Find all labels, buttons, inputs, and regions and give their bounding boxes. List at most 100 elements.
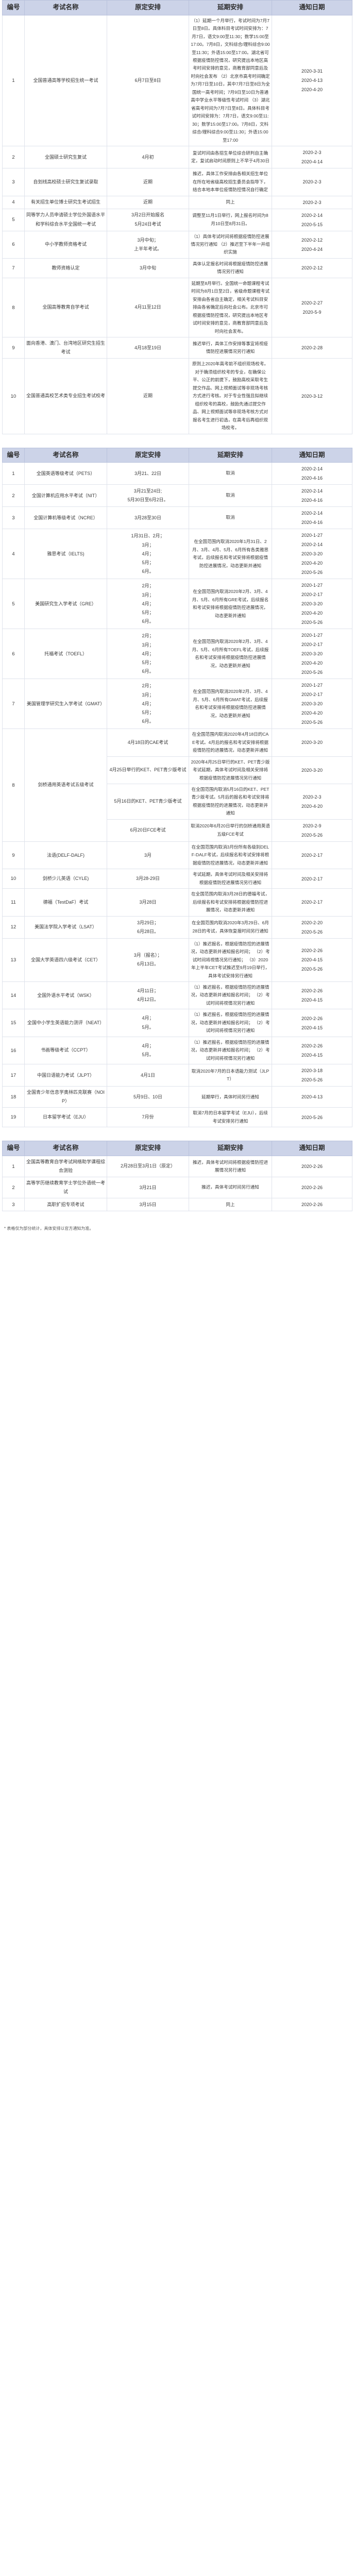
cell-exam-name: 全国计算机应用水平考试（NIT） bbox=[24, 484, 107, 507]
cell-original-schedule: 4月11至12日 bbox=[107, 277, 189, 338]
cell-exam-name: 剑桥少儿英语（CYLE) bbox=[24, 869, 107, 889]
cell-number: 15 bbox=[2, 1009, 25, 1037]
cell-number: 2 bbox=[2, 484, 25, 507]
cell-postponed-schedule: 在全国范围内取消2020年3月29日、6月28日的考试，具体恢复报时间另行通知 bbox=[189, 916, 272, 939]
table-row: 9 法语(DELF-DALF) 3月 在全国范围内取消3月份所有各级别DELF-DAL… bbox=[2, 841, 352, 870]
cell-number: 8 bbox=[2, 728, 25, 842]
table-row: 18 全国青少年信息学奥林匹克联赛（NOIP） 5月9日、10日 延期举行，具体时间另… bbox=[2, 1086, 352, 1108]
table-row: 4月25日举行的KET、PET青少版考试 2020年4月25日举行的KET、PET… bbox=[3, 756, 352, 785]
cell-exam-name: 中小学教师资格考试 bbox=[24, 230, 107, 259]
cell-postponed-schedule: （1）推迟报名，根据疫情防控的进展情况，动态更新并通知报名时间； （2）考试时间… bbox=[189, 1036, 272, 1065]
cell-notice-date: 2020-1-27 2020-2-17 2020-3-20 2020-4-20 … bbox=[272, 579, 352, 630]
cell-original-schedule: 4月初 bbox=[107, 146, 189, 169]
cell-number: 3 bbox=[2, 506, 25, 530]
cell-number: 4 bbox=[2, 529, 25, 580]
table-body-2: 1 全国英语等级考试（PETS） 3月21、22日 取消 2020-2-14 2020-… bbox=[2, 462, 352, 1128]
cell-exam-name: 同等学力人员申请硕士学位外国语水平和学科综合水平全国统一考试 bbox=[24, 208, 107, 231]
cell-number: 6 bbox=[2, 629, 25, 680]
cell-notice-date: 2020-2-12 bbox=[272, 258, 352, 278]
cell-number: 6 bbox=[2, 230, 25, 259]
col-header-number: 编号 bbox=[2, 1141, 25, 1156]
cell-original-schedule: 3月中旬 bbox=[107, 258, 189, 278]
cell-original-schedule: 7月份 bbox=[107, 1107, 189, 1128]
cell-postponed-schedule: 考试延期，具体考试时间及相关安排将根据疫情防控进展情况另行通知 bbox=[189, 869, 272, 889]
cell-exam-name: 全国外语水平考试（WSK） bbox=[24, 981, 107, 1010]
cell-postponed-schedule: 取消 bbox=[189, 484, 272, 507]
cell-notice-date: 2020-2-3 bbox=[272, 195, 352, 209]
exam-table-2: 编号 考试名称 原定安排 延期安排 通知日期 1 全国英语等级考试（PETS） 3月… bbox=[2, 447, 352, 1128]
cell-number: 4 bbox=[2, 195, 25, 209]
table-row: 3 自划线高校硕士研究生复试录取 近期 推迟，具体工作安排由各相关招生单位在所在地省级… bbox=[2, 168, 352, 196]
table-row: 5 美国研究生入学考试（GRE） 2月； 3月； 4月； 5月； 6月。 在全国范围内… bbox=[2, 579, 352, 630]
table-row: 7 美国管理学研究生入学考试（GMAT） 2月； 3月； 4月； 5月； 6月。 在全… bbox=[2, 679, 352, 730]
cell-postponed-schedule: 调整至11月1日举行，网上报名时间为8月10日至8月31日。 bbox=[189, 208, 272, 231]
table-row: 14 全国外语水平考试（WSK） 4月11日； 4月12日。 （1）推迟报名，根据疫情… bbox=[2, 981, 352, 1010]
cell-exam-name: 全国高等教育自学考试 bbox=[24, 277, 107, 338]
cell-original-schedule: 3月中旬； 上半年考试。 bbox=[107, 230, 189, 259]
cell-original-schedule: 3月 bbox=[107, 841, 189, 870]
col-header-exam-name: 考试名称 bbox=[24, 1141, 107, 1156]
table-row: 7 教师资格认定 3月中旬 具体认定报名时间将根据疫情防控进展情况另行通知 2020-2… bbox=[2, 258, 352, 278]
cell-number: 7 bbox=[2, 679, 25, 730]
cell-notice-date: 2020-3-12 bbox=[272, 358, 352, 434]
cell-original-schedule: 3月28至30日 bbox=[107, 506, 189, 530]
cell-original-schedule: 2月； 3月； 4月； 5月； 6月。 bbox=[107, 679, 189, 730]
cell-postponed-schedule: 在全国范围内取消3月份所有各级别DELF-DALF考试，后续报名和考试安排将根据… bbox=[189, 841, 272, 870]
cell-exam-name: 面向香港、澳门、台湾地区研究生招生考试 bbox=[24, 337, 107, 359]
cell-postponed-schedule: 同上 bbox=[189, 195, 272, 209]
cell-postponed-schedule: 在全国范围内取消2020年2月、3月、4月、5月、6月所有GMAT考试，后续报名… bbox=[189, 679, 272, 730]
cell-notice-date: 2020-1-27 2020-2-17 2020-3-20 2020-4-20 … bbox=[272, 629, 352, 680]
exam-schedule-page: 编号 考试名称 原定安排 延期安排 通知日期 1 全国普通高等学校招生统一考试 6月… bbox=[0, 0, 354, 1238]
cell-number: 9 bbox=[2, 841, 25, 870]
cell-original-schedule: 5月16日的KET、PET青少版考试 bbox=[107, 784, 189, 820]
cell-original-schedule: 3月21、22日 bbox=[107, 462, 189, 485]
cell-exam-name: 中国日语能力考试（JLPT） bbox=[24, 1064, 107, 1087]
cell-notice-date: 2020-5-26 bbox=[272, 1107, 352, 1128]
table-row: 4 有关招生单位博士研究生考试招生 近期 同上 2020-2-3 bbox=[2, 195, 352, 209]
cell-postponed-schedule: 复试时间由各招生单位综合研判自主确定，复试启动时间原则上不早于4月30日 bbox=[189, 146, 272, 169]
cell-exam-name: 美国研究生入学考试（GRE） bbox=[24, 579, 107, 630]
cell-original-schedule: 2月28日至3月1日（原定） bbox=[107, 1155, 189, 1178]
table-body-1: 1 全国普通高等学校招生统一考试 6月7日至8日 （1）延期一个月举行，考试时间为7月… bbox=[2, 14, 352, 434]
cell-notice-date: 2020-2-17 bbox=[272, 869, 352, 889]
cell-notice-date: 2020-2-26 2020-4-15 bbox=[272, 1009, 352, 1037]
cell-number: 8 bbox=[2, 277, 25, 338]
table-row: 5月16日的KET、PET青少版考试 在全国范围内取消5月16日的KET、PET青… bbox=[3, 784, 352, 820]
cell-postponed-schedule: 取消2020年6月20日举行的剑桥通用英语五级FCE考试 bbox=[189, 819, 272, 842]
table-row: 12 美国法学院入学考试（LSAT） 3月29日； 6月28日。 在全国范围内取消20… bbox=[2, 916, 352, 939]
col-header-postponed-schedule: 延期安排 bbox=[189, 0, 272, 15]
col-header-number: 编号 bbox=[2, 447, 25, 463]
table-row: 1 全国高等教育自学考试网络助学课程综合测验 2月28日至3月1日（原定） 推迟，具体… bbox=[2, 1155, 352, 1178]
table-row: 2 全国硕士研究生复试 4月初 复试时间由各招生单位综合研判自主确定，复试启动时间原则… bbox=[2, 146, 352, 169]
cell-exam-name: 书画等级考试（CCPT） bbox=[24, 1036, 107, 1065]
cell-number: 10 bbox=[2, 869, 25, 889]
cell-original-schedule: 近期 bbox=[107, 168, 189, 196]
cell-notice-date: 2020-2-27 2020-5-9 bbox=[272, 277, 352, 338]
table-header-row: 编号 考试名称 原定安排 延期安排 通知日期 bbox=[2, 1141, 352, 1156]
cell-original-schedule: 3月28日 bbox=[107, 888, 189, 917]
cell-number: 2 bbox=[2, 1177, 25, 1199]
cell-number: 14 bbox=[2, 981, 25, 1010]
cell-original-schedule: 近期 bbox=[107, 195, 189, 209]
cell-exam-name: 美国法学院入学考试（LSAT） bbox=[24, 916, 107, 939]
cell-notice-date: 2020-3-20 bbox=[272, 728, 352, 757]
cell-number: 17 bbox=[2, 1064, 25, 1087]
table-row: 6 托福考试（TOEFL） 2月； 3月； 4月； 5月； 6月。 在全国范围内取消2… bbox=[2, 629, 352, 680]
cell-postponed-schedule: 在全国范围内取消2020年4月18日的CAE考试。4月后的报名和考试安排将根据疫… bbox=[189, 728, 272, 757]
cell-exam-name: 自划线高校硕士研究生复试录取 bbox=[24, 168, 107, 196]
cell-original-schedule: 3月（报名）； 6月13日。 bbox=[107, 938, 189, 982]
cell-postponed-schedule: 取消 bbox=[189, 462, 272, 485]
cell-number: 12 bbox=[2, 916, 25, 939]
table-row: 2 全国计算机应用水平考试（NIT） 3月21至24日; 5月30日至6月2日。 取消… bbox=[2, 484, 352, 507]
cell-original-schedule: 4月25日举行的KET、PET青少版考试 bbox=[107, 756, 189, 785]
cell-original-schedule: 3月15日 bbox=[107, 1198, 189, 1212]
cell-original-schedule: 6月7日至8日 bbox=[107, 14, 189, 147]
cell-postponed-schedule: （1）推迟报名，根据疫情防控的进展情况，动态更新并通知报名时间； （2）考试时间… bbox=[189, 1009, 272, 1037]
cell-exam-name: 法语(DELF-DALF) bbox=[24, 841, 107, 870]
table-header-row: 编号 考试名称 原定安排 延期安排 通知日期 bbox=[2, 447, 352, 463]
cell-original-schedule: 3月28-29日 bbox=[107, 869, 189, 889]
exam-table-3: 编号 考试名称 原定安排 延期安排 通知日期 1 全国高等教育自学考试网络助学课程… bbox=[2, 1141, 352, 1212]
cell-original-schedule: 2月； 3月； 4月； 5月； 6月。 bbox=[107, 629, 189, 680]
cell-number: 2 bbox=[2, 146, 25, 169]
cell-original-schedule: 1月31日、2月； 3月； 4月； 5月； 6月。 bbox=[107, 529, 189, 580]
